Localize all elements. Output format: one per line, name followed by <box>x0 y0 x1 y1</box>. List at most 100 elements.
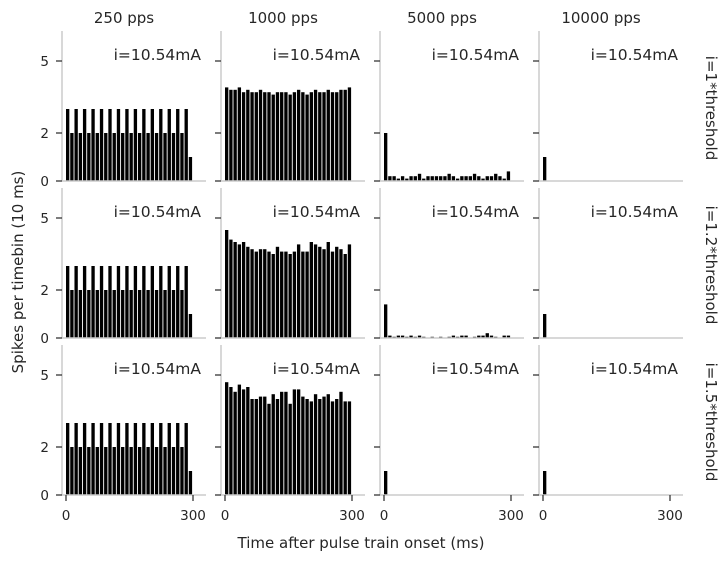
bar <box>176 109 180 181</box>
y-tick-label: 0 <box>40 174 49 190</box>
bar <box>82 266 87 338</box>
bar <box>104 133 108 181</box>
bar <box>335 246 339 338</box>
bar <box>167 266 171 338</box>
bar <box>267 403 271 495</box>
bar <box>78 290 83 338</box>
bar <box>237 87 242 181</box>
bar <box>498 176 502 181</box>
bar <box>171 290 176 338</box>
bar <box>343 401 347 495</box>
bar <box>305 251 309 338</box>
bar <box>292 251 297 338</box>
bar <box>229 387 233 495</box>
bar <box>335 92 339 181</box>
bar <box>284 92 288 181</box>
bar <box>296 244 301 338</box>
bar <box>396 335 401 338</box>
bar <box>112 447 116 495</box>
bar <box>74 423 78 495</box>
bar <box>91 266 95 338</box>
bar <box>163 133 167 181</box>
bar <box>313 394 318 495</box>
y-axis-label: Spikes per timebin (10 ms) <box>9 171 27 374</box>
bar <box>451 335 456 338</box>
bar <box>154 290 159 338</box>
bar <box>121 290 125 338</box>
bars <box>225 87 352 181</box>
bar <box>464 176 468 181</box>
bar <box>284 251 288 338</box>
row-titles: i=1*threshold i=1.2*threshold i=1.5*thresh… <box>702 56 720 482</box>
bar <box>477 335 481 338</box>
bar <box>543 471 547 495</box>
bar <box>104 290 108 338</box>
bars <box>66 423 193 495</box>
bar <box>70 290 74 338</box>
bar <box>413 176 417 181</box>
bar <box>246 387 250 495</box>
bar <box>146 290 150 338</box>
bar <box>108 266 112 338</box>
bar <box>129 133 133 181</box>
bar <box>233 89 237 181</box>
panel-r3-c3: 0 300 i=10.54mA <box>374 345 524 524</box>
panel-r1-c1: 0 2 5 i=10.54mA <box>40 31 206 190</box>
bar <box>74 109 78 181</box>
bar <box>451 176 456 181</box>
bar <box>146 447 150 495</box>
column-title: 5000 pps <box>407 9 477 27</box>
bar <box>159 423 163 495</box>
bar <box>229 239 233 338</box>
bar <box>343 254 347 338</box>
bar <box>176 423 180 495</box>
bar <box>70 447 74 495</box>
y-tick-label: 2 <box>40 126 49 142</box>
bar <box>347 87 352 181</box>
bar <box>121 133 125 181</box>
bars <box>384 133 511 181</box>
bar <box>70 133 74 181</box>
bar <box>254 92 258 181</box>
bar <box>99 423 104 495</box>
bar <box>318 92 322 181</box>
current-annotation: i=10.54mA <box>273 360 361 378</box>
bar <box>246 246 250 338</box>
bars <box>384 471 388 495</box>
bar <box>464 335 468 338</box>
bar <box>263 92 267 181</box>
bar <box>225 382 229 495</box>
bar <box>481 178 485 181</box>
panel-grid: 025 i=10.54mA i=10.54mA i=10.54mA i=10.54mA0… <box>40 31 683 524</box>
bar <box>284 391 288 495</box>
bar <box>104 447 108 495</box>
bar <box>275 399 280 495</box>
bar <box>150 109 154 181</box>
bar <box>339 391 343 495</box>
bar <box>142 266 146 338</box>
bar <box>485 176 489 181</box>
x-tick-label: 300 <box>657 508 683 524</box>
bar <box>388 176 392 181</box>
bars <box>225 230 352 338</box>
bar <box>468 176 472 181</box>
bar <box>137 133 142 181</box>
bar <box>343 89 347 181</box>
current-annotation: i=10.54mA <box>432 203 520 221</box>
bar <box>184 109 188 181</box>
panel-r3-c1: 0 2 5 0 300 i=10.54mA <box>40 345 206 524</box>
y-tick-label: 0 <box>40 488 49 504</box>
bars <box>543 314 547 338</box>
bar <box>494 173 498 181</box>
bar <box>142 109 146 181</box>
bar <box>133 109 138 181</box>
bar <box>188 471 193 495</box>
bar <box>116 423 121 495</box>
bar <box>263 396 267 495</box>
bar <box>250 92 254 181</box>
bar <box>309 242 313 338</box>
panel-r3-c2: 0 300 i=10.54mA <box>215 345 365 524</box>
bar <box>330 251 335 338</box>
y-tick-label: 5 <box>40 368 49 384</box>
